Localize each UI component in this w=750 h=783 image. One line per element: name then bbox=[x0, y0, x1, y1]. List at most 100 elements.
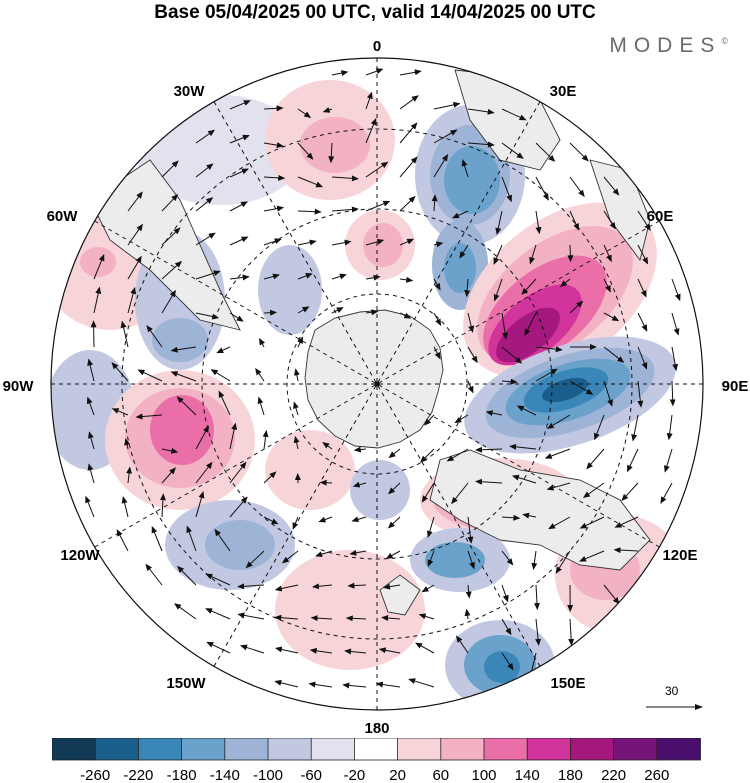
wind-vector bbox=[671, 346, 679, 372]
wind-vector bbox=[111, 362, 129, 382]
wind-vector bbox=[522, 512, 537, 519]
wind-vector bbox=[127, 286, 137, 314]
wind-vector bbox=[349, 549, 367, 556]
wind-vector bbox=[535, 176, 549, 201]
wind-vector bbox=[137, 369, 163, 382]
anomaly-patch bbox=[363, 223, 403, 267]
australia bbox=[429, 449, 651, 571]
wind-vector bbox=[613, 547, 639, 554]
wind-vector bbox=[531, 550, 538, 570]
colorbar-tick-label: -20 bbox=[344, 767, 366, 783]
colorbar-swatch bbox=[570, 738, 615, 761]
wind-vector bbox=[431, 194, 438, 212]
wind-vector bbox=[493, 278, 503, 302]
colorbar-swatch bbox=[440, 738, 485, 761]
wind-vector bbox=[621, 482, 639, 502]
wind-vector bbox=[637, 380, 644, 408]
colorbar-tick-label: 20 bbox=[389, 767, 406, 783]
wind-vector bbox=[475, 478, 503, 485]
wind-vector bbox=[535, 346, 563, 353]
wind-vector bbox=[501, 176, 512, 203]
lon-label-90w: 90W bbox=[3, 378, 35, 395]
wind-vector bbox=[408, 678, 435, 688]
wind-vector bbox=[161, 160, 179, 178]
anomaly-patch bbox=[258, 245, 322, 335]
wind-vector bbox=[399, 195, 416, 212]
colorbar-swatch bbox=[526, 738, 572, 761]
colorbar-tick-label: 180 bbox=[558, 767, 583, 783]
wind-vectors bbox=[85, 68, 681, 689]
colorbar-swatch bbox=[310, 738, 356, 761]
wind-vector bbox=[467, 346, 478, 364]
wind-vector bbox=[195, 491, 205, 518]
wind-vector bbox=[421, 482, 435, 503]
wind-vector bbox=[195, 461, 213, 484]
colorbar-swatch bbox=[353, 738, 399, 761]
wind-vector bbox=[594, 414, 605, 441]
wind-vector bbox=[660, 482, 673, 504]
wind-vector bbox=[433, 278, 441, 291]
wind-vector bbox=[322, 442, 333, 450]
wind-vector bbox=[240, 644, 265, 654]
south-pole bbox=[374, 381, 380, 387]
wind-vector bbox=[501, 378, 518, 385]
wind-vector bbox=[205, 608, 231, 620]
wind-vector bbox=[586, 448, 605, 470]
brand-mark: © bbox=[721, 36, 728, 46]
wind-vector bbox=[159, 493, 166, 518]
wind-vector bbox=[331, 175, 359, 182]
wind-vector bbox=[245, 550, 265, 569]
colorbar-ticks: -260 -220 -180 -140 -100 -60 -20 20 60 100 140 180 2… bbox=[80, 767, 669, 783]
wind-vector bbox=[205, 573, 231, 586]
wind-vector bbox=[195, 129, 216, 144]
colorbar-tick-label: 260 bbox=[644, 767, 669, 783]
wind-vector bbox=[86, 396, 95, 416]
reference-vector-value: 30 bbox=[665, 684, 679, 698]
wind-vector bbox=[433, 154, 449, 178]
wind-vector bbox=[365, 117, 377, 144]
colorbar-swatch bbox=[94, 738, 140, 761]
lon-label-60w: 60W bbox=[47, 208, 79, 225]
wind-vector bbox=[292, 516, 299, 530]
wind-vector bbox=[603, 346, 625, 363]
wind-vector bbox=[454, 414, 469, 424]
wind-vector bbox=[331, 273, 347, 280]
wind-vector bbox=[388, 448, 401, 459]
wind-vector bbox=[418, 613, 435, 620]
wind-vector bbox=[297, 142, 314, 160]
wind-vector bbox=[297, 273, 313, 280]
wind-vector bbox=[501, 346, 523, 364]
wind-vector bbox=[229, 134, 250, 144]
wind-vector bbox=[315, 550, 333, 558]
wind-vector bbox=[347, 582, 367, 589]
wind-vector bbox=[569, 300, 584, 314]
wind-vector bbox=[262, 430, 269, 450]
wind-vector bbox=[568, 618, 575, 646]
colorbar-swatch bbox=[483, 738, 529, 761]
wind-vector bbox=[186, 525, 197, 552]
wind-vector bbox=[274, 584, 299, 592]
wind-vector bbox=[465, 584, 472, 599]
wind-vector bbox=[461, 159, 469, 178]
wind-vector bbox=[663, 448, 673, 473]
wind-vector bbox=[524, 312, 537, 336]
wind-vector bbox=[161, 227, 181, 246]
wind-vector bbox=[495, 210, 503, 235]
wind-vector bbox=[626, 448, 639, 473]
wind-vector bbox=[603, 380, 613, 407]
anomaly-patch bbox=[444, 146, 500, 214]
wind-vector bbox=[237, 583, 265, 590]
wind-vector bbox=[116, 529, 129, 552]
wind-vector bbox=[293, 401, 299, 416]
colorbar-swatches bbox=[52, 738, 701, 761]
wind-vector bbox=[365, 200, 391, 212]
wind-vector bbox=[375, 681, 401, 688]
wind-vector bbox=[308, 681, 333, 688]
wind-vector bbox=[467, 141, 495, 148]
wind-vector bbox=[93, 286, 102, 314]
wind-vector bbox=[433, 241, 444, 248]
wind-vector bbox=[161, 260, 183, 280]
wind-vector bbox=[569, 142, 589, 162]
wind-vector bbox=[331, 70, 349, 77]
